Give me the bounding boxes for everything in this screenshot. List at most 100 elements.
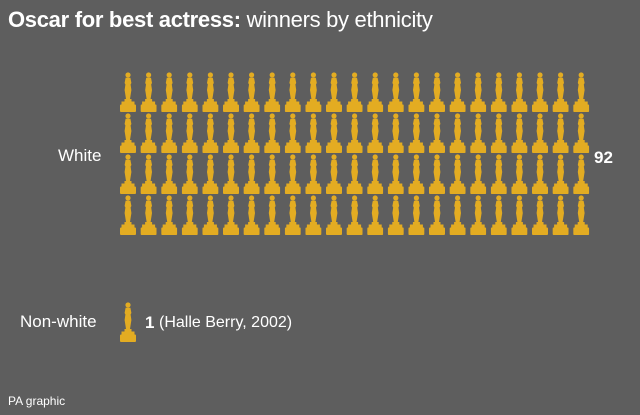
oscar-statuette-icon — [511, 113, 528, 153]
oscar-statuette-icon — [387, 72, 404, 112]
oscar-statuette-icon — [470, 195, 487, 235]
oscar-statuette-icon — [284, 72, 301, 112]
oscar-statuette-icon — [140, 113, 157, 153]
annotation-nonwhite: (Halle Berry, 2002) — [159, 314, 293, 331]
oscar-statuette-icon — [387, 113, 404, 153]
oscar-statuette-icon — [140, 195, 157, 235]
oscar-statuette-icon — [367, 113, 384, 153]
oscar-statuette-icon — [552, 154, 569, 194]
oscar-statuette-icon — [243, 72, 260, 112]
oscar-statuette-icon — [264, 72, 281, 112]
oscar-statuette-icon — [573, 195, 590, 235]
oscar-statuette-icon — [243, 154, 260, 194]
oscar-statuette-icon — [346, 154, 363, 194]
oscar-statuette-icon — [387, 195, 404, 235]
oscar-statuette-icon — [202, 72, 219, 112]
oscar-statuette-icon — [367, 195, 384, 235]
oscar-statuette-icon — [532, 154, 548, 194]
oscar-statuette-icon — [429, 195, 445, 235]
value-label-nonwhite: 1 — [145, 313, 155, 332]
oscar-statuette-icon — [408, 72, 425, 112]
oscar-statuette-icon — [532, 195, 548, 235]
oscar-statuette-icon — [511, 154, 528, 194]
oscar-statuette-icon — [326, 113, 342, 153]
oscar-statuette-icon — [532, 72, 548, 112]
oscar-statuette-icon — [223, 154, 239, 194]
oscar-statuette-icon — [202, 113, 219, 153]
value-label-white: 92 — [594, 148, 613, 167]
oscar-statuette-icon — [284, 195, 301, 235]
oscar-statuette-icon — [140, 72, 157, 112]
oscar-statuette-icon — [120, 113, 136, 153]
oscar-statuette-icon — [367, 154, 384, 194]
oscar-statuette-icon — [305, 72, 322, 112]
oscar-statuette-icon — [305, 113, 322, 153]
chart-title: Oscar for best actress: winners by ethni… — [8, 6, 433, 34]
oscar-statuette-icon — [202, 154, 219, 194]
oscar-statuette-icon — [223, 72, 239, 112]
oscar-statuette-icon — [552, 72, 569, 112]
oscar-statuette-icon — [470, 154, 487, 194]
oscar-statuette-icon — [429, 113, 445, 153]
oscar-statuette-icon — [264, 154, 281, 194]
oscar-statuette-icon — [181, 154, 198, 194]
oscar-statuette-icon — [470, 113, 487, 153]
oscar-statuette-icon — [429, 154, 445, 194]
oscar-statuette-icon — [284, 113, 301, 153]
oscar-statuette-icon — [346, 113, 363, 153]
oscar-statuette-icon — [387, 154, 404, 194]
oscar-statuette-icon — [161, 195, 178, 235]
oscar-statuette-icon — [202, 195, 219, 235]
oscar-statuette-icon — [408, 195, 425, 235]
oscar-statuette-icon — [243, 113, 260, 153]
oscar-statuette-icon — [449, 195, 466, 235]
oscar-statuette-icon — [120, 72, 136, 112]
oscar-statuette-icon — [223, 195, 239, 235]
oscar-statuette-icon — [408, 154, 425, 194]
oscar-statuette-icon — [346, 195, 363, 235]
oscar-statuette-icon — [573, 113, 590, 153]
nonwhite-icon-grid — [120, 302, 136, 342]
oscar-statuette-icon — [511, 72, 528, 112]
oscar-statuette-icon — [449, 113, 466, 153]
title-light: winners by ethnicity — [246, 7, 433, 32]
title-bold: Oscar for best actress: — [8, 7, 241, 32]
oscar-statuette-icon — [470, 72, 487, 112]
oscar-statuette-icon — [449, 72, 466, 112]
oscar-statuette-icon — [284, 154, 301, 194]
source-label: PA graphic — [8, 394, 66, 408]
oscar-statuette-icon — [532, 113, 548, 153]
oscar-statuette-icon — [305, 195, 322, 235]
oscar-statuette-icon — [552, 195, 569, 235]
oscar-statuette-icon — [367, 72, 384, 112]
oscar-statuette-icon — [161, 72, 178, 112]
oscar-statuette-icon — [573, 72, 590, 112]
oscar-statuette-icon — [305, 154, 322, 194]
oscar-statuette-icon — [264, 113, 281, 153]
oscar-statuette-icon — [161, 113, 178, 153]
oscar-statuette-icon — [490, 154, 507, 194]
oscar-statuette-icon — [264, 195, 281, 235]
oscar-statuette-icon — [490, 113, 507, 153]
oscar-statuette-icon — [181, 113, 198, 153]
category-label-nonwhite: Non-white — [20, 312, 97, 331]
oscar-statuette-icon — [490, 72, 507, 112]
oscar-statuette-icon — [573, 154, 590, 194]
oscar-statuette-icon — [223, 113, 239, 153]
oscar-statuette-icon — [326, 195, 342, 235]
oscar-statuette-icon — [346, 72, 363, 112]
oscar-statuette-icon — [490, 195, 507, 235]
white-icon-grid — [120, 72, 590, 235]
oscar-statuette-icon — [326, 154, 342, 194]
oscar-statuette-icon — [181, 72, 198, 112]
oscar-statuette-icon — [552, 113, 569, 153]
oscar-statuette-icon — [181, 195, 198, 235]
oscar-statuette-icon — [140, 154, 157, 194]
oscar-statuette-icon — [161, 154, 178, 194]
oscar-statuette-icon — [120, 302, 136, 342]
oscar-statuette-icon — [408, 113, 425, 153]
oscar-statuette-icon — [449, 154, 466, 194]
oscar-statuette-icon — [120, 154, 136, 194]
oscar-statuette-icon — [326, 72, 342, 112]
